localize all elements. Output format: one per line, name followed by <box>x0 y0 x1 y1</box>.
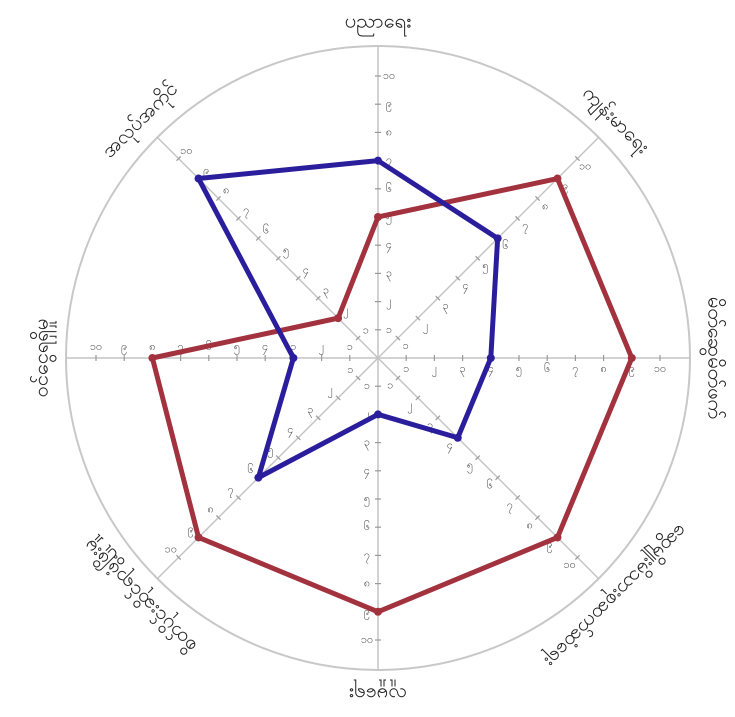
tick-label: ၇ <box>228 483 234 498</box>
tick-label: ၈ <box>542 199 548 212</box>
data-point <box>553 175 561 183</box>
data-point <box>289 354 297 362</box>
series-line <box>152 179 631 612</box>
data-point <box>628 354 636 362</box>
tick-label: ၁ <box>363 323 369 336</box>
tick-label: ၅ <box>364 492 370 507</box>
data-point <box>148 354 156 362</box>
category-label: ပညာရေး <box>345 9 411 37</box>
tick-label: ၃ <box>323 283 329 298</box>
tick-label: ၄ <box>287 423 293 438</box>
tick-label: ၂ <box>423 319 428 334</box>
tick-label: ၇ <box>507 498 513 513</box>
tick-label: ၈ <box>600 362 606 375</box>
data-point <box>195 175 203 183</box>
chart: ၁၂၃၄၅၆၇၈၉၁၀ပညာရေး၁၂၃၄၅၆၇၈၉၁၀ကျန်းမာရေး၁၂… <box>0 0 735 717</box>
data-point <box>195 533 203 541</box>
data-point <box>334 314 342 322</box>
tick-label: ၂ <box>319 340 324 355</box>
tick-label: ၇ <box>572 362 578 377</box>
data-point <box>374 213 382 221</box>
tick-label: ၆ <box>263 224 269 237</box>
data-point <box>374 608 382 616</box>
tick-label: ၁ <box>403 339 409 352</box>
tick-label: ၄ <box>262 340 268 355</box>
tick-label: ၁ <box>364 379 370 392</box>
axis-line <box>157 358 378 579</box>
tick-label: ၈ <box>364 577 370 590</box>
tick-label: ၄ <box>447 439 453 454</box>
data-point <box>553 533 561 541</box>
tick-label: ၄ <box>303 263 309 278</box>
tick-label: ၃ <box>443 299 449 314</box>
axis-line <box>378 358 599 579</box>
tick-label: ၇ <box>364 548 370 563</box>
tick-label: ၅ <box>467 458 473 473</box>
tick-label: ၃ <box>307 403 313 418</box>
category-label: ဝင်ငွေရရှိမှု <box>29 319 57 398</box>
tick-label: ၅ <box>516 362 522 377</box>
tick-label: ၇ <box>522 219 528 234</box>
data-point <box>254 474 262 482</box>
tick-label: ၈ <box>386 125 392 138</box>
tick-label: ၁ <box>386 323 392 336</box>
category-label: မိတ်ဆွေမိတ်ဖက် <box>700 297 728 419</box>
tick-label: ၁၀ <box>383 69 395 82</box>
tick-label: ၇ <box>243 204 249 219</box>
tick-label: ၂ <box>432 362 437 377</box>
tick-label: ၈ <box>223 184 229 197</box>
category-label: လူမှုရေး <box>349 680 407 708</box>
tick-label: ၆ <box>364 520 370 533</box>
tick-label: ၆ <box>386 182 392 195</box>
data-point <box>454 434 462 442</box>
tick-label: ၅ <box>482 259 488 274</box>
data-point <box>487 354 495 362</box>
data-point <box>374 410 382 418</box>
tick-label: ၁၀ <box>579 159 591 172</box>
tick-label: ၂ <box>386 295 391 310</box>
tick-label: ၁၀ <box>361 633 373 646</box>
tick-label: ၆ <box>544 362 550 375</box>
tick-label: ၆ <box>487 478 493 491</box>
tick-label: ၃ <box>364 436 370 451</box>
tick-label: ၄ <box>386 238 392 253</box>
tick-label: ၄ <box>462 279 468 294</box>
tick-label: ၃ <box>386 266 392 281</box>
tick-label: ၈ <box>208 503 214 516</box>
tick-label: ၁ <box>387 379 393 392</box>
tick-label: ၃ <box>460 362 466 377</box>
tick-label: ၂ <box>407 399 412 414</box>
tick-label: ၁၀ <box>180 144 192 157</box>
tick-label: ၄ <box>364 464 370 479</box>
tick-label: ၁၀ <box>90 340 102 353</box>
tick-label: ၁၀ <box>563 558 575 571</box>
tick-label: ၁၀ <box>654 362 666 375</box>
tick-label: ၈ <box>527 518 533 531</box>
tick-label: ၂ <box>328 383 333 398</box>
tick-label: ၁ <box>347 340 353 353</box>
tick-label: ၉ <box>121 340 127 355</box>
data-point <box>494 234 502 242</box>
data-point <box>374 157 382 165</box>
tick-label: ၁ <box>347 363 353 376</box>
tick-label: ၉ <box>386 97 392 112</box>
axis-line <box>378 137 599 358</box>
tick-label: ၆ <box>247 463 253 476</box>
tick-label: ၆ <box>502 239 508 252</box>
tick-label: ၅ <box>283 244 289 259</box>
tick-label: ၈ <box>149 340 155 353</box>
tick-label: ၁ <box>403 362 409 375</box>
tick-label: ၁၀ <box>165 543 177 556</box>
